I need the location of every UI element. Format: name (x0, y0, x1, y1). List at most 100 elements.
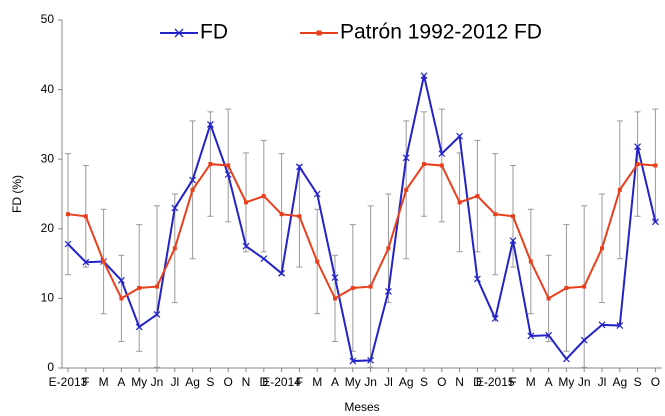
marker (368, 284, 373, 289)
x-tick-label: Jl (598, 375, 607, 389)
x-tick-label: S (634, 375, 642, 389)
x-tick-label: N (242, 375, 251, 389)
x-tick-label: F (82, 375, 89, 389)
marker (439, 163, 444, 168)
x-tick-label: A (545, 375, 553, 389)
marker (137, 285, 142, 290)
marker (224, 171, 232, 178)
marker (279, 212, 284, 217)
x-tick-label: My (345, 375, 361, 389)
marker (101, 259, 106, 264)
x-tick-label: Jn (364, 375, 377, 389)
x-tick-label: F (509, 375, 516, 389)
x-tick-label: My (558, 375, 574, 389)
marker (260, 255, 268, 263)
x-tick-label: F (296, 375, 303, 389)
marker (438, 150, 446, 158)
marker (171, 204, 179, 212)
legend-marker (174, 28, 184, 38)
x-tick-label: Ag (185, 375, 200, 389)
marker (651, 218, 659, 226)
marker (155, 284, 159, 289)
marker (420, 72, 428, 80)
marker (331, 274, 339, 281)
y-tick-label: 40 (41, 82, 55, 96)
marker (402, 154, 410, 162)
marker (386, 246, 391, 251)
x-tick-label: O (651, 375, 660, 389)
marker (64, 240, 72, 248)
marker (580, 336, 588, 344)
y-tick-label: 0 (47, 360, 54, 374)
y-tick-label: 30 (41, 151, 55, 165)
x-tick-label: S (420, 375, 428, 389)
y-axis-label: FD (%) (10, 175, 24, 213)
marker (315, 259, 320, 264)
marker (562, 355, 570, 363)
marker (244, 200, 248, 205)
x-tick-label: Ag (399, 375, 414, 389)
x-axis-label: Meses (344, 400, 379, 414)
x-tick-label: Jn (151, 375, 164, 389)
x-tick-label: E-2015 (476, 375, 515, 389)
x-tick-label: A (331, 375, 339, 389)
marker (528, 259, 533, 264)
marker (83, 214, 88, 219)
x-tick-label: Jl (170, 375, 179, 389)
marker (564, 285, 569, 290)
marker (261, 194, 266, 199)
y-tick-label: 20 (41, 221, 55, 235)
marker (475, 194, 480, 199)
marker (457, 200, 462, 205)
marker (313, 190, 321, 198)
marker (119, 296, 124, 301)
marker (491, 315, 499, 323)
x-tick-label: O (437, 375, 446, 389)
marker (527, 332, 535, 340)
series-line (67, 163, 656, 300)
marker (473, 275, 481, 283)
marker (295, 163, 303, 171)
marker (297, 214, 302, 219)
x-tick-label: My (131, 375, 147, 389)
marker (493, 212, 498, 217)
x-tick-label: N (455, 375, 464, 389)
x-tick-label: Jn (578, 375, 591, 389)
x-tick-label: E-2013 (49, 375, 88, 389)
marker (350, 285, 355, 290)
marker (653, 163, 658, 168)
marker (404, 187, 409, 192)
marker (422, 162, 426, 167)
x-tick-label: Ag (612, 375, 627, 389)
marker (545, 331, 553, 339)
marker (117, 276, 125, 284)
marker (634, 143, 642, 151)
marker (189, 176, 197, 184)
legend-label: FD (200, 21, 228, 44)
x-tick-label: E-2014 (262, 375, 301, 389)
marker (135, 323, 143, 331)
marker (384, 288, 392, 295)
marker (546, 296, 551, 301)
y-tick-label: 10 (41, 291, 55, 305)
marker (367, 356, 375, 364)
marker (349, 357, 357, 365)
y-tick-label: 50 (41, 12, 55, 26)
marker (172, 246, 177, 251)
marker (242, 242, 250, 250)
marker (598, 321, 606, 329)
marker (617, 187, 622, 192)
x-tick-label: D (473, 375, 482, 389)
marker (456, 132, 464, 140)
marker (153, 310, 161, 318)
legend-label: Patrón 1992-2012 FD (340, 21, 542, 44)
x-tick-label: M (526, 375, 536, 389)
marker (226, 163, 231, 168)
x-tick-label: D (259, 375, 268, 389)
marker (82, 258, 90, 266)
x-tick-label: M (99, 375, 109, 389)
marker (582, 284, 587, 289)
marker (511, 214, 515, 219)
marker (206, 120, 214, 128)
